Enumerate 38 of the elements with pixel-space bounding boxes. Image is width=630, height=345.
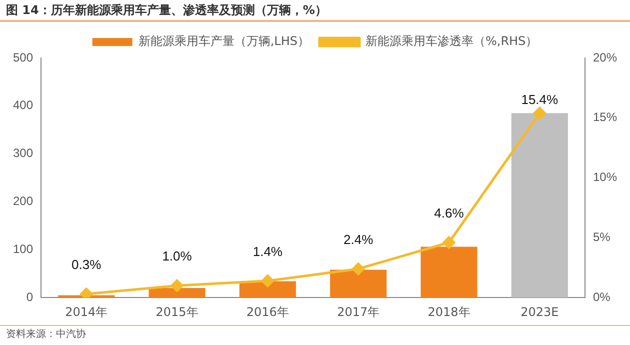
point [442,236,456,249]
y2-tick-label: 15% [592,110,618,124]
bar [511,113,568,298]
data-label: 15.4% [521,92,559,108]
chart-title: 图 14：历年新能源乘用车产量、渗透率及预测（万辆，%） [0,0,630,22]
point [170,279,184,292]
y2-tick-label: 20% [592,50,618,64]
y2-tick-label: 5% [592,230,611,244]
y2-tick-label: 0% [592,290,611,304]
bar [239,281,296,298]
y2-tick-label: 10% [592,170,618,184]
legend-label: 新能源乘用车渗透率（%,RHS） [365,34,538,48]
y-tick-label: 300 [12,146,34,160]
x-tick-label: 2015年 [156,304,198,319]
y-tick-label: 100 [12,242,34,256]
x-tick-label: 2014年 [65,304,108,319]
x-tick-label: 2018年 [428,304,470,319]
y-tick-label: 500 [12,50,34,64]
text: 资料来源：中汽协 [0,325,630,344]
point [533,106,546,120]
data-label: 2.4% [344,232,374,247]
data-label: 1.4% [252,244,283,259]
point [352,262,365,276]
data-label: 1.0% [162,248,192,264]
point [261,274,274,288]
y-tick-label: 200 [12,194,34,208]
point [80,288,93,298]
bar [148,288,206,298]
bar [420,246,478,298]
y-tick-label: 0 [26,290,34,304]
x-tick-label: 2023E [520,304,559,319]
x-tick-label: 2017年 [337,304,380,319]
data-label: 4.6% [434,206,464,221]
legend-label: 新能源乘用车产量（万辆,LHS） [138,34,310,48]
data-label: 0.3% [72,257,102,272]
bar [330,270,387,298]
y-tick-label: 400 [12,98,34,112]
x-tick-label: 2016年 [246,304,289,319]
